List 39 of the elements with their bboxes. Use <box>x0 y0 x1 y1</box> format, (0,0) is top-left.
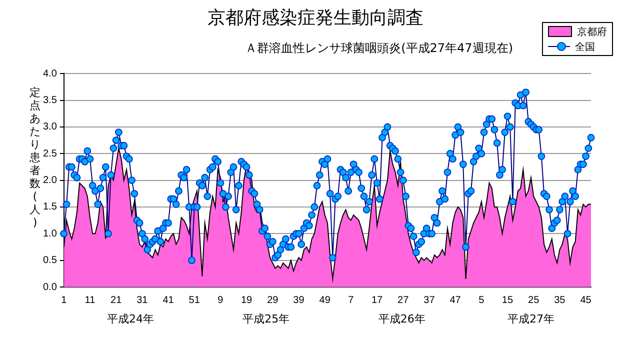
y-tick-label: 3.0 <box>42 122 58 133</box>
x-tick-label: 51 <box>188 294 200 306</box>
y-tick-label: 2.5 <box>42 148 58 160</box>
y-tick-label: 2.0 <box>42 175 58 186</box>
x-tick-label: 49 <box>319 294 331 306</box>
legend-label: 京都府 <box>577 26 607 38</box>
x-tick-label: 21 <box>110 294 122 306</box>
y-tick-label: 1.0 <box>42 228 58 240</box>
x-tick-label: 9 <box>218 294 224 306</box>
x-tick-label: 27 <box>398 294 410 306</box>
y-tick-label: 0.0 <box>42 282 58 293</box>
x-tick-label: 47 <box>450 294 462 306</box>
x-tick-label: 35 <box>554 294 566 306</box>
x-tick-label: 25 <box>528 294 540 306</box>
y-tick-label: 0.5 <box>42 255 58 266</box>
text: 平成27年 <box>507 312 554 326</box>
x-tick-label: 15 <box>502 294 514 306</box>
text: 平成26年 <box>378 312 426 326</box>
x-tick-label: 17 <box>371 294 384 306</box>
x-tick-label: 45 <box>580 294 592 306</box>
x-tick-label: 7 <box>348 294 354 306</box>
text: 平成25年 <box>242 312 290 326</box>
x-tick-label: 37 <box>424 294 436 306</box>
x-tick-label: 29 <box>267 294 279 306</box>
x-tick-label: 31 <box>136 294 148 306</box>
chart-title: 京都府感染症発生動向調査 <box>208 7 424 28</box>
legend-label: 全国 <box>575 40 595 54</box>
text: 平成24年 <box>106 312 154 326</box>
text: 定点あたり患者数(人) <box>30 86 40 229</box>
x-tick-label: 19 <box>240 294 253 306</box>
x-tick-label: 5 <box>478 294 485 306</box>
y-tick-label: 1.5 <box>42 202 58 213</box>
x-tick-label: 11 <box>84 294 96 306</box>
x-tick-label: 39 <box>293 294 305 306</box>
x-tick-label: 1 <box>61 294 68 306</box>
y-tick-label: 3.5 <box>42 95 58 106</box>
y-tick-label: 4.0 <box>42 68 58 80</box>
chart-subtitle: Ａ群溶血性レンサ球菌咽頭炎(平成27年47週現在) <box>245 40 513 57</box>
x-tick-label: 41 <box>162 294 174 306</box>
